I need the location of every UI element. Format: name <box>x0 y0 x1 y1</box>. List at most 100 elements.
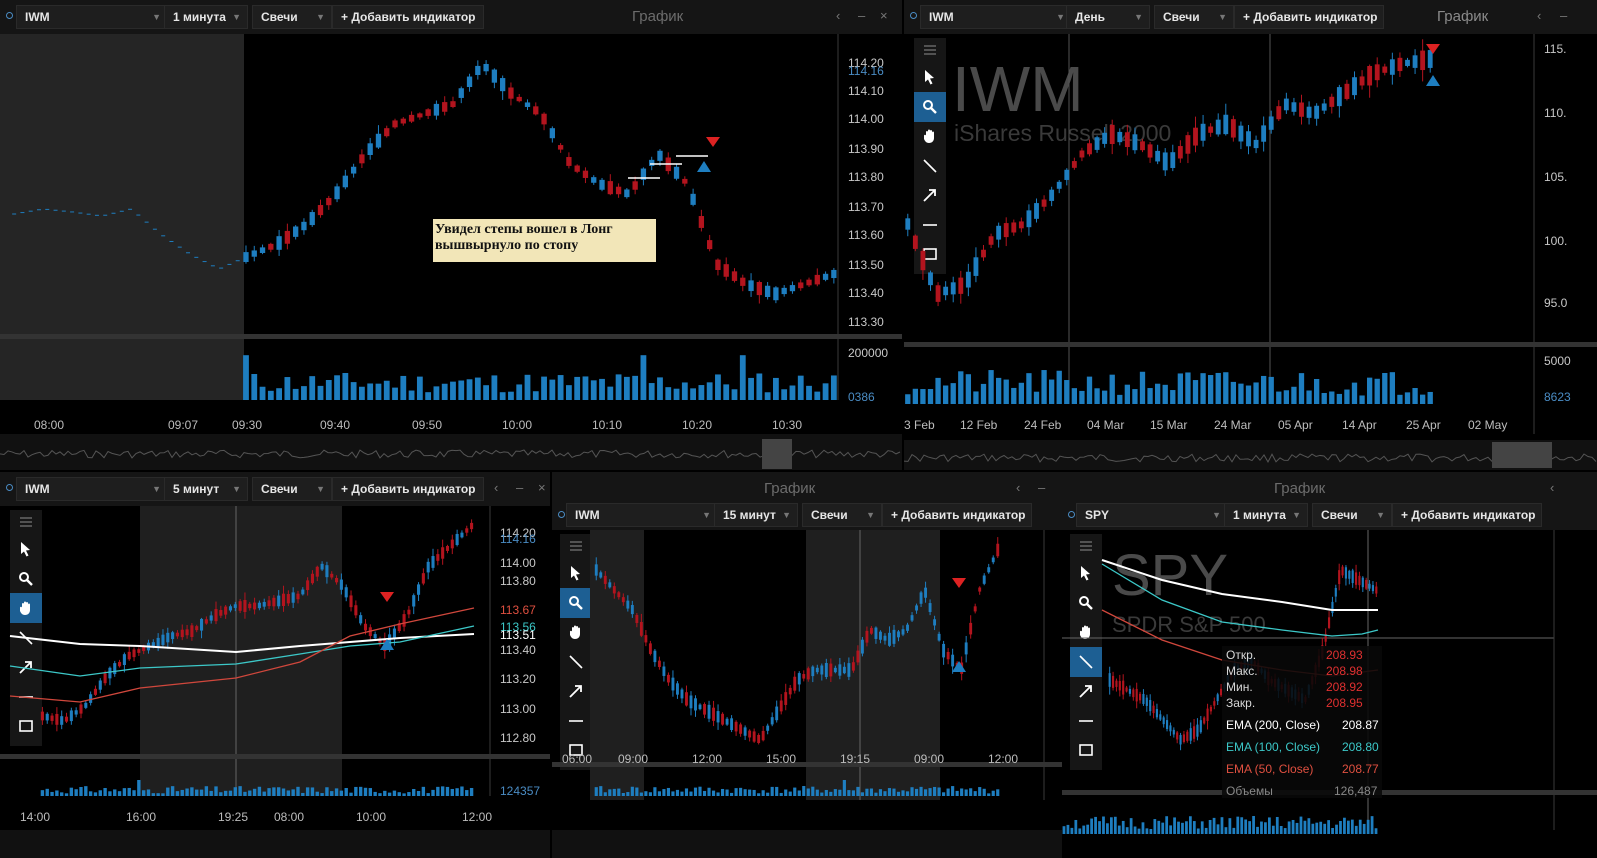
close-button[interactable]: × <box>880 8 888 23</box>
close-button[interactable]: × <box>538 480 546 495</box>
cursor-tool-button[interactable] <box>914 62 946 92</box>
price-plot[interactable] <box>0 34 902 470</box>
horizontal-line-tool-button[interactable] <box>1070 706 1102 736</box>
menu-tool-button[interactable] <box>914 38 946 62</box>
cursor-tool-button[interactable] <box>560 558 592 588</box>
add-indicator-button[interactable]: + Добавить индикатор <box>1234 5 1384 29</box>
line-tool-button[interactable] <box>560 647 592 677</box>
volume-bar <box>499 392 506 400</box>
interval-selector[interactable]: 1 минута ▼ <box>1224 503 1308 527</box>
minimize-button[interactable]: – <box>1038 480 1046 495</box>
menu-tool-button[interactable] <box>560 534 592 558</box>
arrow-tool-button[interactable] <box>560 676 592 706</box>
prev-button[interactable]: ‹ <box>494 480 499 495</box>
cursor-tool-button[interactable] <box>1070 558 1102 588</box>
pane-separator[interactable] <box>0 754 550 759</box>
add-indicator-button[interactable]: + Добавить индикатор <box>882 503 1032 527</box>
symbol-selector[interactable]: IWM ▼ <box>920 5 1072 29</box>
chart-type-selector[interactable]: Свечи ▼ <box>802 503 882 527</box>
menu-tool-button[interactable] <box>1070 534 1102 558</box>
minimize-button[interactable]: – <box>858 8 866 23</box>
link-indicator-icon[interactable] <box>6 484 13 491</box>
interval-selector[interactable]: День ▼ <box>1066 5 1150 29</box>
cursor-tool-button[interactable] <box>10 534 42 564</box>
price-plot[interactable] <box>904 34 1597 470</box>
rectangle-tool-button[interactable] <box>1070 735 1102 765</box>
candle <box>1354 572 1358 585</box>
chart-annotation-note[interactable]: Увидел степы вошел в Лонг вышвырнуло по … <box>433 219 656 262</box>
magnifier-tool-button[interactable] <box>1070 588 1102 618</box>
price-plot[interactable] <box>552 530 1062 858</box>
link-indicator-icon[interactable] <box>910 12 917 19</box>
candle <box>309 212 315 226</box>
volume-bar <box>978 787 982 796</box>
symbol-selector[interactable]: IWM ▼ <box>16 5 168 29</box>
tooltip-ema50-label: EMA (50, Close) <box>1226 762 1314 776</box>
symbol-selector[interactable]: IWM ▼ <box>16 477 168 501</box>
magnifier-tool-button[interactable] <box>560 587 592 618</box>
add-indicator-button[interactable]: + Добавить индикатор <box>332 477 484 501</box>
pane-separator[interactable] <box>0 334 902 339</box>
price-plot[interactable] <box>0 506 550 858</box>
candle <box>1138 693 1142 701</box>
rectangle-tool-button[interactable] <box>10 711 42 741</box>
rectangle-tool-button[interactable] <box>560 735 592 765</box>
horizontal-line-tool-button[interactable] <box>914 210 946 240</box>
prev-button[interactable]: ‹ <box>1550 480 1555 495</box>
buy-marker-icon[interactable] <box>380 639 394 650</box>
menu-tool-button[interactable] <box>10 510 42 534</box>
magnifier-tool-button[interactable] <box>10 564 42 594</box>
prev-button[interactable]: ‹ <box>1016 480 1021 495</box>
buy-marker-icon[interactable] <box>697 161 711 172</box>
link-indicator-icon[interactable] <box>6 12 13 19</box>
pane-separator[interactable] <box>904 342 1597 347</box>
chart-type-selector[interactable]: Свечи ▼ <box>1312 503 1392 527</box>
link-indicator-icon[interactable] <box>558 511 565 518</box>
chart-type-selector[interactable]: Свечи ▼ <box>1154 5 1234 29</box>
hand-tool-button[interactable] <box>10 593 42 623</box>
candle <box>253 602 257 610</box>
horizontal-line-tool-button[interactable] <box>560 706 592 736</box>
prev-button[interactable]: ‹ <box>836 8 841 23</box>
interval-selector[interactable]: 15 минут ▼ <box>714 503 798 527</box>
arrow-tool-button[interactable] <box>10 652 42 682</box>
buy-marker-icon[interactable] <box>1426 75 1440 86</box>
navigator-handle[interactable] <box>1492 442 1552 468</box>
hand-tool-button[interactable] <box>560 617 592 647</box>
symbol-selector[interactable]: SPY ▼ <box>1076 503 1228 527</box>
interval-selector[interactable]: 1 минута ▼ <box>164 5 248 29</box>
sell-marker-icon[interactable] <box>1426 44 1440 54</box>
hand-tool-button[interactable] <box>914 121 946 151</box>
chart-type-selector[interactable]: Свечи ▼ <box>252 477 332 501</box>
navigator[interactable] <box>552 830 1062 858</box>
line-tool-button[interactable] <box>914 151 946 181</box>
sell-marker-icon[interactable] <box>380 592 394 602</box>
candle <box>671 677 675 691</box>
sell-marker-icon[interactable] <box>952 578 966 588</box>
minimize-button[interactable]: – <box>516 480 524 495</box>
volume-bar <box>292 388 299 400</box>
sell-marker-icon[interactable] <box>706 137 720 147</box>
navigator[interactable] <box>904 440 1597 470</box>
magnifier-tool-button[interactable] <box>914 91 946 122</box>
symbol-selector[interactable]: IWM ▼ <box>566 503 718 527</box>
candle <box>233 604 237 608</box>
minimize-button[interactable]: – <box>1560 8 1568 23</box>
arrow-tool-button[interactable] <box>914 180 946 210</box>
navigator[interactable] <box>0 830 550 858</box>
arrow-tool-button[interactable] <box>1070 676 1102 706</box>
volume-bar <box>607 386 614 400</box>
hand-tool-button[interactable] <box>1070 617 1102 647</box>
chart-type-selector[interactable]: Свечи ▼ <box>252 5 332 29</box>
volume-bar <box>982 788 986 796</box>
pane-separator[interactable] <box>552 762 1062 767</box>
add-indicator-button[interactable]: + Добавить индикатор <box>332 5 484 29</box>
interval-selector[interactable]: 5 минут ▼ <box>164 477 248 501</box>
buy-marker-icon[interactable] <box>952 661 966 672</box>
add-indicator-button[interactable]: + Добавить индикатор <box>1392 503 1542 527</box>
candle <box>721 713 725 725</box>
prev-button[interactable]: ‹ <box>1537 8 1542 23</box>
line-tool-button[interactable] <box>1070 646 1102 677</box>
navigator-handle[interactable] <box>762 439 792 469</box>
link-indicator-icon[interactable] <box>1068 511 1075 518</box>
